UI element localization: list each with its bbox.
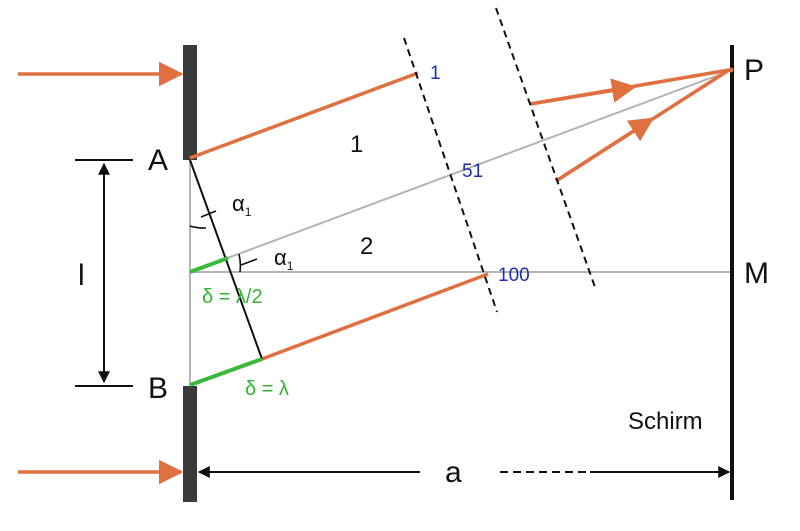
angle-arc-2-tick xyxy=(240,258,258,266)
wall-upper xyxy=(183,45,197,160)
ray-100 xyxy=(261,272,489,361)
center-ray-to-p xyxy=(189,69,733,273)
label-ray-100: 100 xyxy=(498,265,530,286)
label-b: B xyxy=(148,372,168,405)
wall-lower xyxy=(183,386,197,502)
label-delta-half: δ = λ/2 xyxy=(202,286,263,308)
label-p: P xyxy=(744,54,764,87)
label-delta-full: δ = λ xyxy=(245,378,289,400)
path-difference-full xyxy=(189,357,263,387)
label-slit-width: l xyxy=(78,259,85,292)
ray-to-p-upper-arrow xyxy=(529,78,637,106)
ray-to-p-lower-arrow xyxy=(555,117,655,183)
label-distance: a xyxy=(445,456,462,489)
angle-arc-1 xyxy=(189,225,207,229)
label-m: M xyxy=(744,257,769,290)
label-zone-1: 1 xyxy=(350,131,363,158)
angle-arc-2 xyxy=(238,253,242,273)
angle-arc-1-tick xyxy=(200,210,217,218)
path-difference-half xyxy=(189,256,229,274)
ray-1 xyxy=(189,71,419,160)
label-zone-2: 2 xyxy=(360,233,373,260)
label-ray-51: 51 xyxy=(462,161,483,182)
dashed-wavefront-1 xyxy=(403,37,498,313)
label-alpha-upper: α1 xyxy=(232,191,252,219)
dashed-wavefront-2 xyxy=(495,7,597,291)
label-ray-1: 1 xyxy=(430,63,441,84)
label-a: A xyxy=(148,144,168,177)
label-alpha-lower: α1 xyxy=(274,245,294,273)
label-screen: Schirm xyxy=(628,408,703,435)
point-p-dot xyxy=(728,67,734,73)
